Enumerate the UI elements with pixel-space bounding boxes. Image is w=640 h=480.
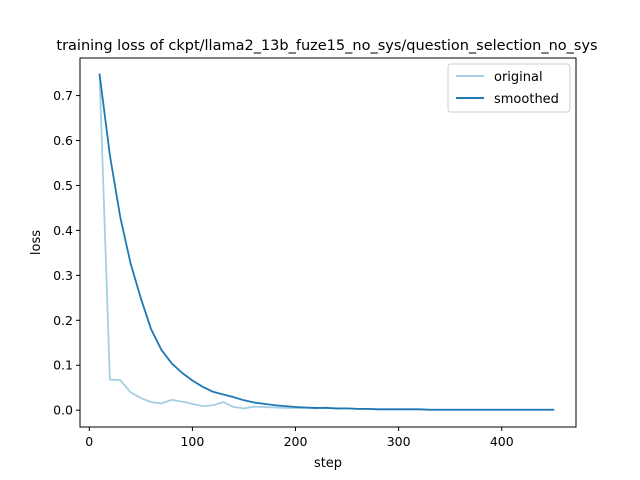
x-tick-label: 400 (490, 434, 514, 449)
series-layer (98, 73, 555, 411)
y-tick-label: 0.4 (53, 223, 73, 238)
series-line-smoothed (98, 73, 555, 411)
x-tick-label: 100 (180, 434, 204, 449)
y-tick-label: 0.3 (53, 268, 73, 283)
x-tick-label: 0 (85, 434, 93, 449)
x-axis-ticks: 0 100 200 300 400 (85, 427, 514, 449)
y-tick-label: 0.6 (53, 133, 73, 148)
y-axis-label: loss (29, 230, 44, 255)
legend-label-smoothed: smoothed (494, 92, 559, 107)
y-tick-label: 0.7 (53, 88, 73, 103)
plot-frame (79, 57, 577, 428)
y-tick-label: 0.1 (53, 358, 73, 373)
x-tick-label: 300 (387, 434, 411, 449)
x-tick-label: 200 (284, 434, 308, 449)
legend-label-original: original (494, 70, 543, 85)
y-tick-label: 0.0 (53, 403, 73, 418)
y-tick-label: 0.5 (53, 178, 73, 193)
y-tick-label: 0.2 (53, 313, 73, 328)
x-axis-label: step (314, 456, 342, 471)
y-axis-ticks: 0.0 0.1 0.2 0.3 0.4 0.5 0.6 0.7 (53, 88, 80, 418)
chart-title: training loss of ckpt/llama2_13b_fuze15_… (56, 38, 597, 54)
legend: original smoothed (447, 63, 571, 113)
